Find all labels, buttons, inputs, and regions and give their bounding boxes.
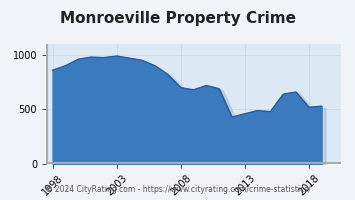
Text: Monroeville Property Crime: Monroeville Property Crime [60,10,295,25]
Text: © 2024 CityRating.com - https://www.cityrating.com/crime-statistics/: © 2024 CityRating.com - https://www.city… [45,185,310,194]
